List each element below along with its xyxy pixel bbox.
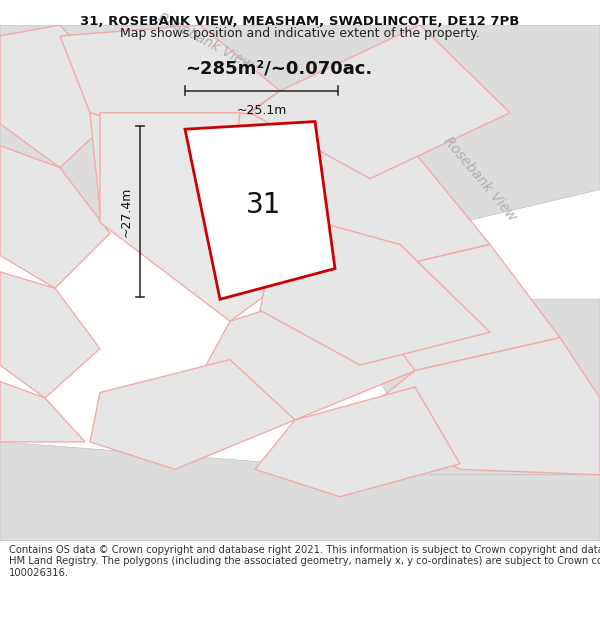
- Text: Map shows position and indicative extent of the property.: Map shows position and indicative extent…: [120, 27, 480, 40]
- Polygon shape: [200, 282, 415, 420]
- Polygon shape: [255, 387, 460, 497]
- Polygon shape: [250, 25, 510, 179]
- Polygon shape: [0, 146, 110, 288]
- Text: 100026316.: 100026316.: [9, 568, 69, 578]
- Text: 31, ROSEBANK VIEW, MEASHAM, SWADLINCOTE, DE12 7PB: 31, ROSEBANK VIEW, MEASHAM, SWADLINCOTE,…: [80, 15, 520, 28]
- Polygon shape: [280, 25, 600, 222]
- Polygon shape: [0, 272, 100, 398]
- Polygon shape: [185, 121, 335, 299]
- Text: ~27.4m: ~27.4m: [119, 186, 133, 237]
- Polygon shape: [90, 112, 280, 256]
- Text: HM Land Registry. The polygons (including the associated geometry, namely x, y c: HM Land Registry. The polygons (includin…: [9, 556, 600, 566]
- Polygon shape: [60, 25, 280, 146]
- Polygon shape: [200, 25, 520, 168]
- Polygon shape: [360, 338, 600, 475]
- Polygon shape: [230, 112, 490, 278]
- Polygon shape: [90, 359, 295, 469]
- Polygon shape: [0, 381, 85, 442]
- Text: ~25.1m: ~25.1m: [236, 104, 287, 117]
- Polygon shape: [360, 299, 600, 475]
- Polygon shape: [0, 442, 600, 541]
- Text: Rosebank View: Rosebank View: [441, 134, 519, 224]
- Text: ~285m²/~0.070ac.: ~285m²/~0.070ac.: [185, 60, 372, 78]
- Polygon shape: [310, 244, 560, 371]
- Polygon shape: [0, 25, 300, 234]
- Polygon shape: [260, 211, 490, 365]
- Text: Contains OS data © Crown copyright and database right 2021. This information is : Contains OS data © Crown copyright and d…: [9, 545, 600, 555]
- Polygon shape: [100, 112, 350, 321]
- Text: Rosebank View: Rosebank View: [155, 11, 255, 72]
- Text: 31: 31: [246, 191, 281, 219]
- Polygon shape: [0, 25, 130, 168]
